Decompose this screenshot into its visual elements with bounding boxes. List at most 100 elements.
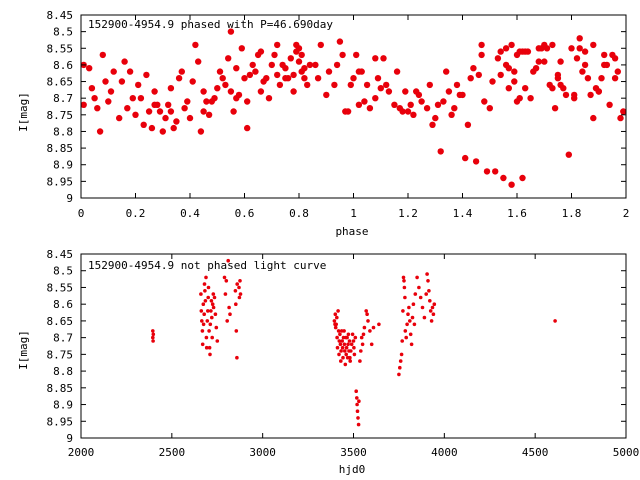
- unphased-data-point: [210, 302, 215, 307]
- phased-data-point: [587, 91, 594, 99]
- phased-data-point: [233, 65, 240, 72]
- phased-data-point: [178, 68, 185, 75]
- phased-x-tick-label: 1.2: [398, 207, 418, 220]
- unphased-data-point: [204, 345, 209, 350]
- phased-data-point: [350, 75, 357, 82]
- phased-data-point: [532, 65, 540, 72]
- unphased-data-point: [347, 339, 352, 343]
- phased-data-point: [339, 51, 346, 59]
- unphased-data-point: [208, 322, 213, 327]
- phased-data-point: [366, 105, 374, 112]
- unphased-data-point: [350, 332, 355, 337]
- unphased-data-point: [352, 352, 357, 357]
- unphased-x-tick-labels: 2000 2500 3000 3500 4000 4500 5000: [68, 254, 639, 459]
- phased-data-point: [467, 75, 474, 82]
- phased-y-tick-label: 8.45: [47, 9, 74, 22]
- phased-data-point: [374, 75, 382, 82]
- phased-data-point: [611, 75, 619, 82]
- unphased-data-point: [424, 292, 429, 296]
- phased-data-point: [541, 41, 548, 49]
- phased-data-point: [290, 71, 297, 79]
- unphased-data-point: [343, 349, 347, 353]
- unphased-data-point: [345, 335, 349, 340]
- phased-data-point: [195, 58, 202, 65]
- phased-x-tick-label: 1.4: [453, 207, 473, 220]
- phased-data-point: [96, 128, 104, 135]
- unphased-data-point: [425, 272, 429, 276]
- unphased-data-point: [360, 342, 365, 347]
- phased-data-point: [241, 75, 248, 82]
- phased-data-point: [216, 68, 224, 75]
- unphased-data-point: [213, 312, 218, 317]
- unphased-data-point: [553, 319, 557, 323]
- unphased-y-tick-label: 8.95: [47, 415, 74, 428]
- phased-data-point: [445, 88, 453, 95]
- phased-data-point: [505, 65, 512, 72]
- phased-data-point: [601, 51, 608, 59]
- unphased-data-point: [426, 279, 430, 283]
- phased-data-point: [505, 85, 512, 92]
- unphased-data-point: [401, 275, 406, 280]
- phased-data-point: [601, 61, 608, 69]
- phased-data-point: [391, 101, 398, 109]
- unphased-data-point: [342, 342, 347, 347]
- phased-data-point: [271, 51, 278, 59]
- phased-data-point: [402, 88, 409, 95]
- phased-y-axis-label: I[mag]: [17, 92, 30, 132]
- unphased-data-point: [209, 299, 214, 303]
- phased-data-point: [137, 95, 145, 102]
- unphased-data-point: [341, 355, 345, 360]
- unphased-data-point: [206, 309, 210, 313]
- unphased-x-tick-label: 3500: [340, 446, 367, 459]
- phased-data-point: [80, 101, 87, 109]
- phased-data-point: [598, 75, 605, 82]
- unphased-data-point: [215, 339, 220, 343]
- unphased-data-point: [224, 279, 229, 283]
- unphased-data-point: [235, 282, 239, 286]
- phased-data-point: [451, 105, 458, 112]
- unphased-data-point: [428, 309, 433, 313]
- phased-data-point: [181, 105, 188, 112]
- phased-data-point: [323, 91, 330, 99]
- phased-data-point: [432, 114, 439, 122]
- phased-data-point: [230, 108, 237, 115]
- unphased-data-point: [412, 322, 417, 327]
- phased-data-point: [584, 75, 592, 82]
- phased-data-point: [380, 55, 387, 62]
- phased-data-point: [225, 55, 232, 62]
- phased-x-tick-label: 1: [350, 207, 357, 220]
- phased-data-point: [549, 85, 556, 92]
- phased-data-point: [227, 88, 235, 95]
- unphased-data-point: [205, 319, 210, 323]
- unphased-y-tick-labels: 8.45 8.5 8.55 8.6 8.65 8.7 8.75 8.8 8.85 8.9 8.95 9: [47, 248, 626, 445]
- unphased-data-point: [371, 325, 376, 330]
- phased-data-point: [377, 85, 384, 92]
- unphased-y-tick-label: 8.8: [53, 365, 73, 378]
- phased-data-point: [494, 55, 502, 62]
- unphased-data-point: [405, 322, 409, 327]
- phased-data-point: [227, 28, 235, 35]
- phased-data-point: [355, 101, 363, 109]
- unphased-data-point: [340, 339, 345, 343]
- phased-data-point: [186, 114, 194, 122]
- phased-data-point: [347, 81, 354, 89]
- unphased-data-point: [402, 279, 406, 283]
- phased-data-point: [222, 81, 229, 89]
- phased-data-point: [331, 81, 338, 89]
- phased-data-point: [472, 158, 480, 165]
- phased-data-points: [80, 28, 627, 188]
- phased-data-point: [301, 65, 308, 72]
- phased-data-point: [200, 88, 207, 95]
- phased-data-point: [257, 48, 265, 55]
- phased-data-point: [295, 45, 303, 52]
- unphased-data-point: [406, 312, 410, 317]
- unphased-data-point: [351, 339, 356, 343]
- phased-data-point: [132, 111, 139, 119]
- unphased-y-tick-label: 8.65: [47, 315, 74, 328]
- phased-x-tick-label: 0.6: [235, 207, 255, 220]
- phased-data-point: [372, 95, 379, 102]
- unphased-data-points: [151, 258, 557, 427]
- phased-data-point: [576, 45, 583, 52]
- unphased-data-point: [200, 319, 204, 323]
- unphased-data-point: [427, 289, 431, 293]
